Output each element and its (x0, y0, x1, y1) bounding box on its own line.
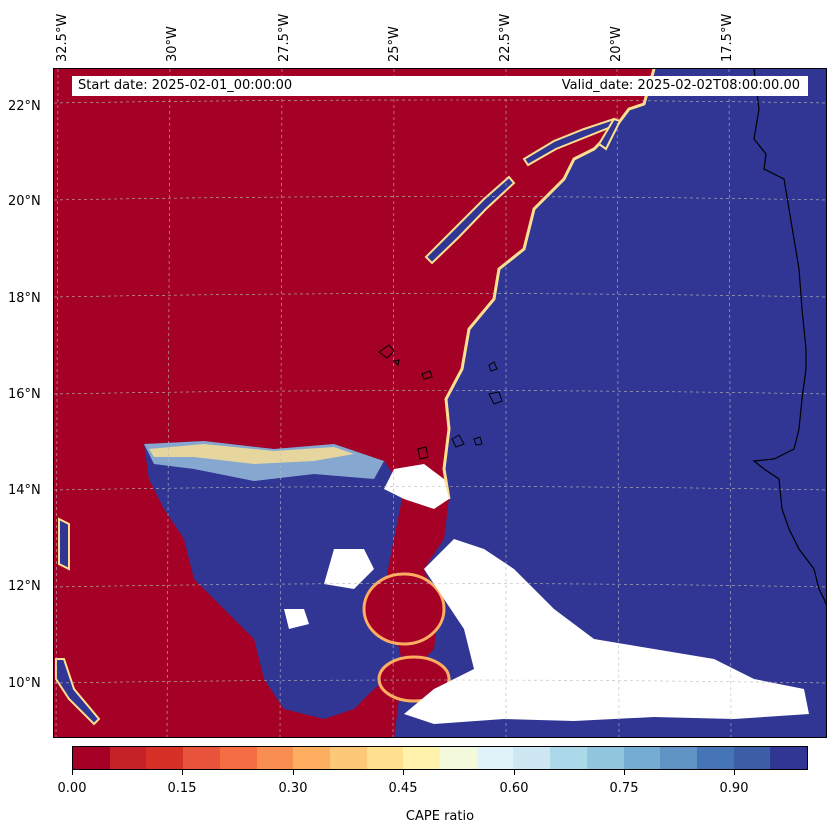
colorbar-swatch (696, 747, 734, 769)
red-patch-lower (377, 655, 451, 703)
colorbar-swatch (586, 747, 624, 769)
cape-ratio-map (54, 69, 826, 737)
lon-label-27-5w: 27.5°W (277, 13, 292, 62)
lon-label-25w: 25°W (387, 26, 402, 62)
colorbar-swatch (403, 747, 441, 769)
cb-tick-label: 0.30 (278, 781, 308, 796)
cb-tick (182, 770, 183, 775)
start-date: Start date: 2025-02-01_00:00:00 (78, 78, 293, 93)
cb-tick-label: 0.00 (57, 781, 87, 796)
colorbar-swatch (440, 747, 477, 769)
colorbar-swatch (329, 747, 367, 769)
cb-tick (72, 770, 73, 775)
lat-label-20n: 20°N (8, 194, 41, 209)
lon-label-20w: 20°W (609, 26, 624, 62)
colorbar-swatch (146, 747, 184, 769)
colorbar-swatch (256, 747, 294, 769)
coastline-africa (752, 69, 826, 606)
colorbar-swatch (550, 747, 587, 769)
colorbar-swatch (293, 747, 330, 769)
mixed-region-southwest (144, 441, 404, 719)
cb-tick-label: 0.75 (609, 781, 639, 796)
colorbar (72, 746, 808, 770)
lon-label-17-5w: 17.5°W (720, 13, 735, 62)
blue-streak-right (597, 117, 622, 151)
lat-label-10n: 10°N (8, 676, 41, 691)
lat-label-16n: 16°N (8, 387, 41, 402)
lat-label-14n: 14°N (8, 483, 41, 498)
cb-tick-label: 0.15 (167, 781, 197, 796)
masked-region-small (284, 609, 309, 629)
colorbar-swatch (476, 747, 514, 769)
valid-date: Valid_date: 2025-02-02T08:00:00.00 (561, 78, 800, 93)
colorbar-swatch (623, 747, 661, 769)
red-patch-central (362, 572, 446, 646)
blue-strip-west-2 (55, 658, 101, 726)
map-canvas[interactable] (53, 68, 827, 738)
lon-label-30w: 30°W (165, 26, 180, 62)
cb-tick-label: 0.60 (499, 781, 529, 796)
blue-streak-north (424, 175, 516, 265)
lat-label-12n: 12°N (8, 579, 41, 594)
masked-region-west (324, 549, 374, 589)
blue-strip-west-1 (58, 517, 70, 571)
colorbar-swatch (109, 747, 147, 769)
cb-tick (624, 770, 625, 775)
colorbar-swatch (660, 747, 697, 769)
colorbar-swatch (733, 747, 771, 769)
lat-label-18n: 18°N (8, 291, 41, 306)
cb-tick (734, 770, 735, 775)
colorbar-swatch (183, 747, 220, 769)
graticule (54, 69, 826, 737)
cb-tick (403, 770, 404, 775)
masked-region-main (404, 539, 809, 724)
cb-tick (293, 770, 294, 775)
cabo-verde-islands (378, 344, 503, 460)
lon-label-32-5w: 32.5°W (55, 13, 70, 62)
colorbar-swatch (73, 747, 110, 769)
colorbar-swatch (513, 747, 551, 769)
info-bar: Start date: 2025-02-01_00:00:00 Valid_da… (72, 76, 808, 96)
colorbar-label: CAPE ratio (405, 809, 475, 824)
colorbar-swatch (366, 747, 404, 769)
lat-label-22n: 22°N (8, 99, 41, 114)
lon-label-22-5w: 22.5°W (498, 13, 513, 62)
cb-tick-label: 0.90 (719, 781, 749, 796)
cb-tick-label: 0.45 (388, 781, 418, 796)
colorbar-swatch (770, 747, 808, 769)
mixed-fringe-yellow (149, 444, 354, 464)
colorbar-swatch (219, 747, 257, 769)
cb-tick (514, 770, 515, 775)
